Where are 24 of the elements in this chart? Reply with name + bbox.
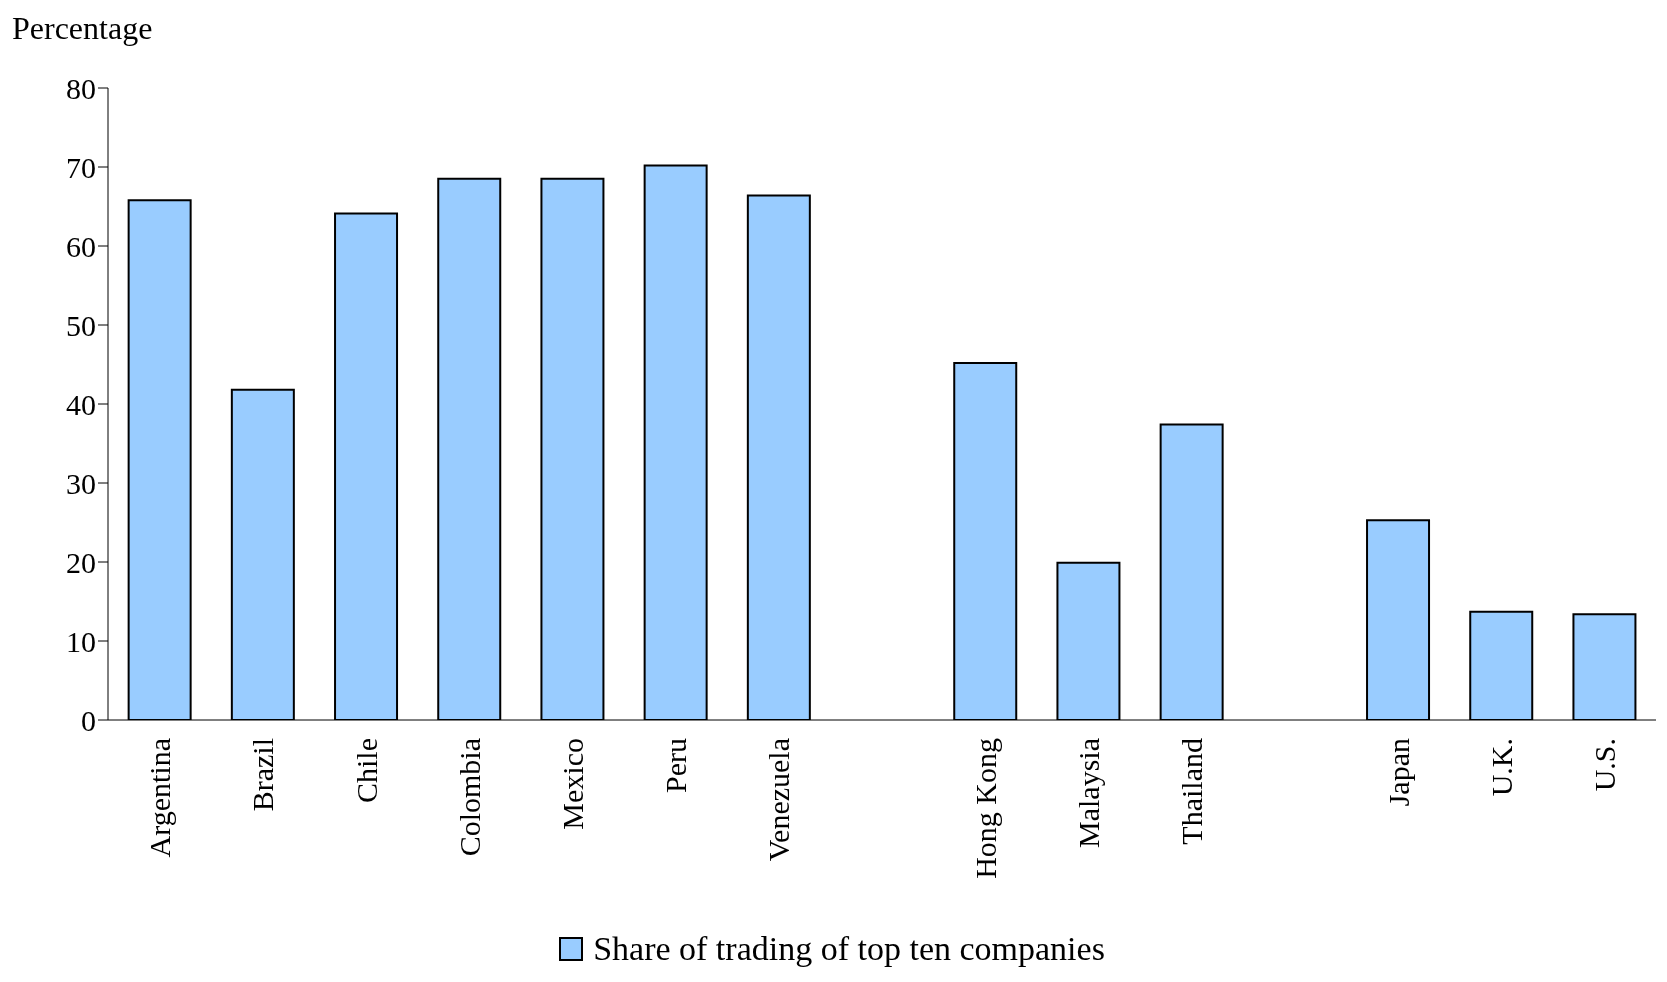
x-tick-label: Malaysia [1071, 738, 1105, 848]
y-tick-label: 40 [66, 387, 96, 421]
x-tick-label: Thailand [1175, 738, 1209, 845]
x-tick-label: Venezuela [762, 738, 796, 862]
y-axis-title: Percentage [12, 10, 153, 47]
x-tick-label: Hong Kong [968, 738, 1002, 879]
x-tick-label: Colombia [452, 738, 486, 857]
y-tick-label: 60 [66, 229, 96, 263]
y-tick-label: 80 [66, 71, 96, 105]
y-tick-label: 70 [66, 150, 96, 184]
x-tick-label: U.K. [1484, 738, 1518, 797]
x-tick-label: Peru [659, 738, 693, 793]
x-tick-label: Mexico [555, 738, 589, 830]
x-tick-label: U.S. [1587, 738, 1621, 792]
x-tick-label: Japan [1381, 738, 1415, 807]
y-tick-label: 10 [66, 624, 96, 658]
y-tick-label: 50 [66, 308, 96, 342]
x-tick-label: Brazil [246, 738, 280, 812]
x-tick-label: Chile [349, 738, 383, 803]
y-tick-label: 30 [66, 466, 96, 500]
y-tick-label: 0 [81, 703, 96, 737]
y-tick-label: 20 [66, 545, 96, 579]
x-tick-label: Argentina [143, 738, 177, 858]
legend-label: Share of trading of top ten companies [592, 930, 1105, 968]
